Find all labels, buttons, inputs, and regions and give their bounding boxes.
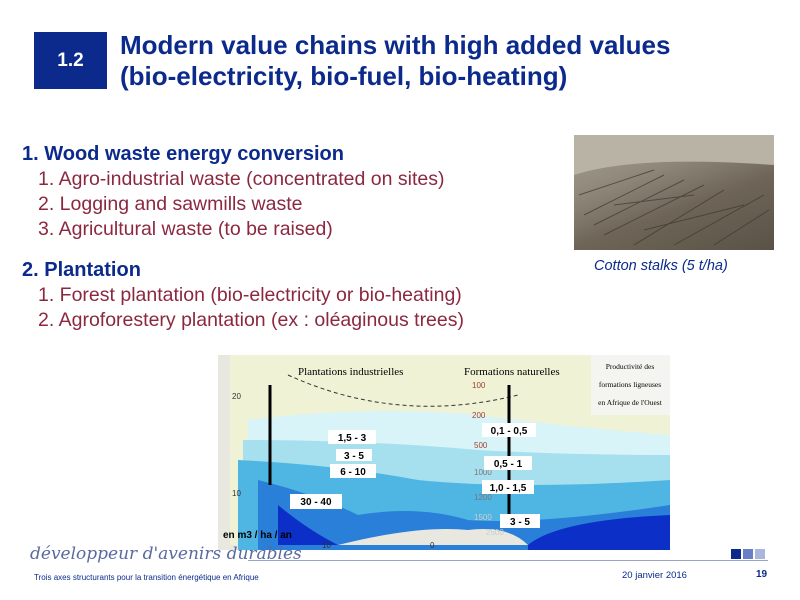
zone-2500	[278, 505, 670, 550]
brand-square	[731, 549, 741, 559]
natural-value: 3 - 5	[510, 517, 530, 528]
lon-label: 10	[322, 541, 331, 550]
isohyet-label: 100	[472, 381, 486, 390]
list-item: 2. Logging and sawmills waste	[38, 193, 303, 215]
legend-line: formations ligneuses	[599, 380, 661, 389]
industrial-value: 6 - 10	[340, 467, 366, 478]
page-number: 19	[756, 569, 768, 580]
list-item: 2. Agroforestery plantation (ex : oléagi…	[38, 309, 464, 331]
industrial-value: 30 - 40	[300, 497, 332, 508]
list-item: 3. Agricultural waste (to be raised)	[38, 218, 333, 240]
section-number-box: 1.2	[34, 32, 107, 89]
slide-title: Modern value chains with high added valu…	[120, 30, 670, 92]
isohyet-label: 1500	[474, 513, 492, 522]
cotton-stalks-photo	[574, 135, 774, 250]
lat-label: 20	[232, 392, 241, 401]
col2-label: Formations naturelles	[464, 366, 560, 378]
isohyet-label: 2500	[486, 528, 504, 537]
footer-date: 20 janvier 2016	[622, 570, 687, 581]
brand-square	[755, 549, 765, 559]
title-line-1: Modern value chains with high added valu…	[120, 30, 671, 60]
legend-line: en Afrique de l'Ouest	[598, 398, 663, 407]
legend-line: Productivité des	[606, 362, 655, 371]
unit-label: en m3 / ha / an	[223, 530, 292, 541]
industrial-value: 3 - 5	[344, 451, 364, 462]
list-item: 1. Agro-industrial waste (concentrated o…	[38, 168, 445, 190]
photo-caption: Cotton stalks (5 t/ha)	[594, 258, 728, 274]
title-line-2: (bio-electricity, bio-fuel, bio-heating)	[120, 61, 568, 91]
isohyet-label: 500	[474, 441, 488, 450]
natural-value: 0,1 - 0,5	[491, 426, 528, 437]
lon-label: 0	[430, 541, 435, 550]
section-heading: 2. Plantation	[22, 259, 141, 281]
section-heading: 1. Wood waste energy conversion	[22, 143, 344, 165]
industrial-value: 1,5 - 3	[338, 433, 367, 444]
col1-label: Plantations industrielles	[298, 366, 403, 378]
list-item: 1. Forest plantation (bio-electricity or…	[38, 284, 462, 306]
natural-value: 0,5 - 1	[494, 459, 523, 470]
photo-texture	[574, 135, 774, 246]
footer-divider	[248, 560, 768, 561]
isohyet-label: 1000	[474, 468, 492, 477]
natural-value: 1,0 - 1,5	[490, 483, 527, 494]
map-legend-box	[591, 355, 670, 415]
body-list: 1. Wood waste energy conversion 1. Agro-…	[22, 142, 464, 333]
section-number: 1.2	[57, 49, 84, 71]
footer-logo: développeur d'avenirs durables	[30, 544, 302, 564]
isohyet-label: 200	[472, 411, 486, 420]
brand-square	[743, 549, 753, 559]
footer-text: Trois axes structurants pour la transiti…	[34, 573, 259, 582]
lat-label: 10	[232, 489, 241, 498]
productivity-map: Plantations industrielles Formations nat…	[218, 355, 670, 550]
isohyet-label: 1200	[474, 493, 492, 502]
